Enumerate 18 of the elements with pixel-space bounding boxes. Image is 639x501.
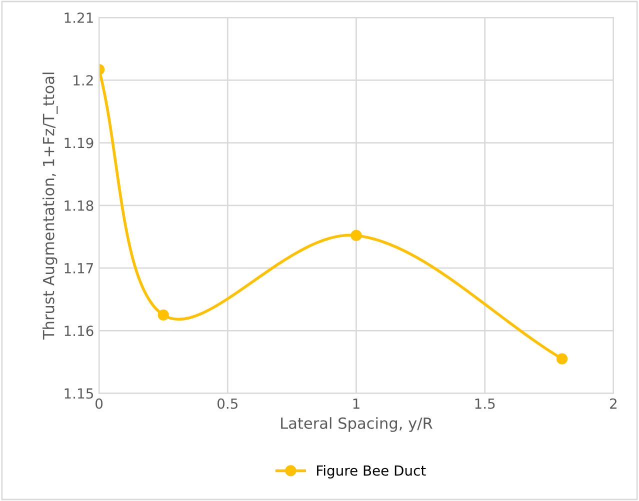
y-axis-title: Thrust Augmentation, 1+Fz/T_ttoal bbox=[42, 72, 58, 340]
y-tick-label: 1.16 bbox=[64, 326, 94, 336]
y-tick-label: 1.19 bbox=[64, 138, 94, 148]
point bbox=[350, 230, 362, 242]
y-tick-label: 1.17 bbox=[64, 263, 93, 274]
x-axis-title: Lateral Spacing, y/R bbox=[281, 417, 432, 432]
legend-label: Figure Bee Duct bbox=[317, 465, 426, 478]
point bbox=[556, 353, 568, 364]
y-tick-label: 1.18 bbox=[64, 200, 94, 211]
x-tick-label: 1 bbox=[353, 398, 360, 409]
x-tick-label: 0.5 bbox=[218, 398, 238, 409]
x-tick-label: 0 bbox=[96, 398, 103, 409]
y-tick-label: 1.15 bbox=[64, 388, 93, 399]
y-tick-label: 1.2 bbox=[74, 75, 93, 86]
x-tick-label: 2 bbox=[610, 398, 616, 409]
y-tick-label: 1.21 bbox=[64, 12, 93, 23]
point bbox=[158, 309, 169, 321]
x-tick-label: 1.5 bbox=[475, 398, 495, 409]
